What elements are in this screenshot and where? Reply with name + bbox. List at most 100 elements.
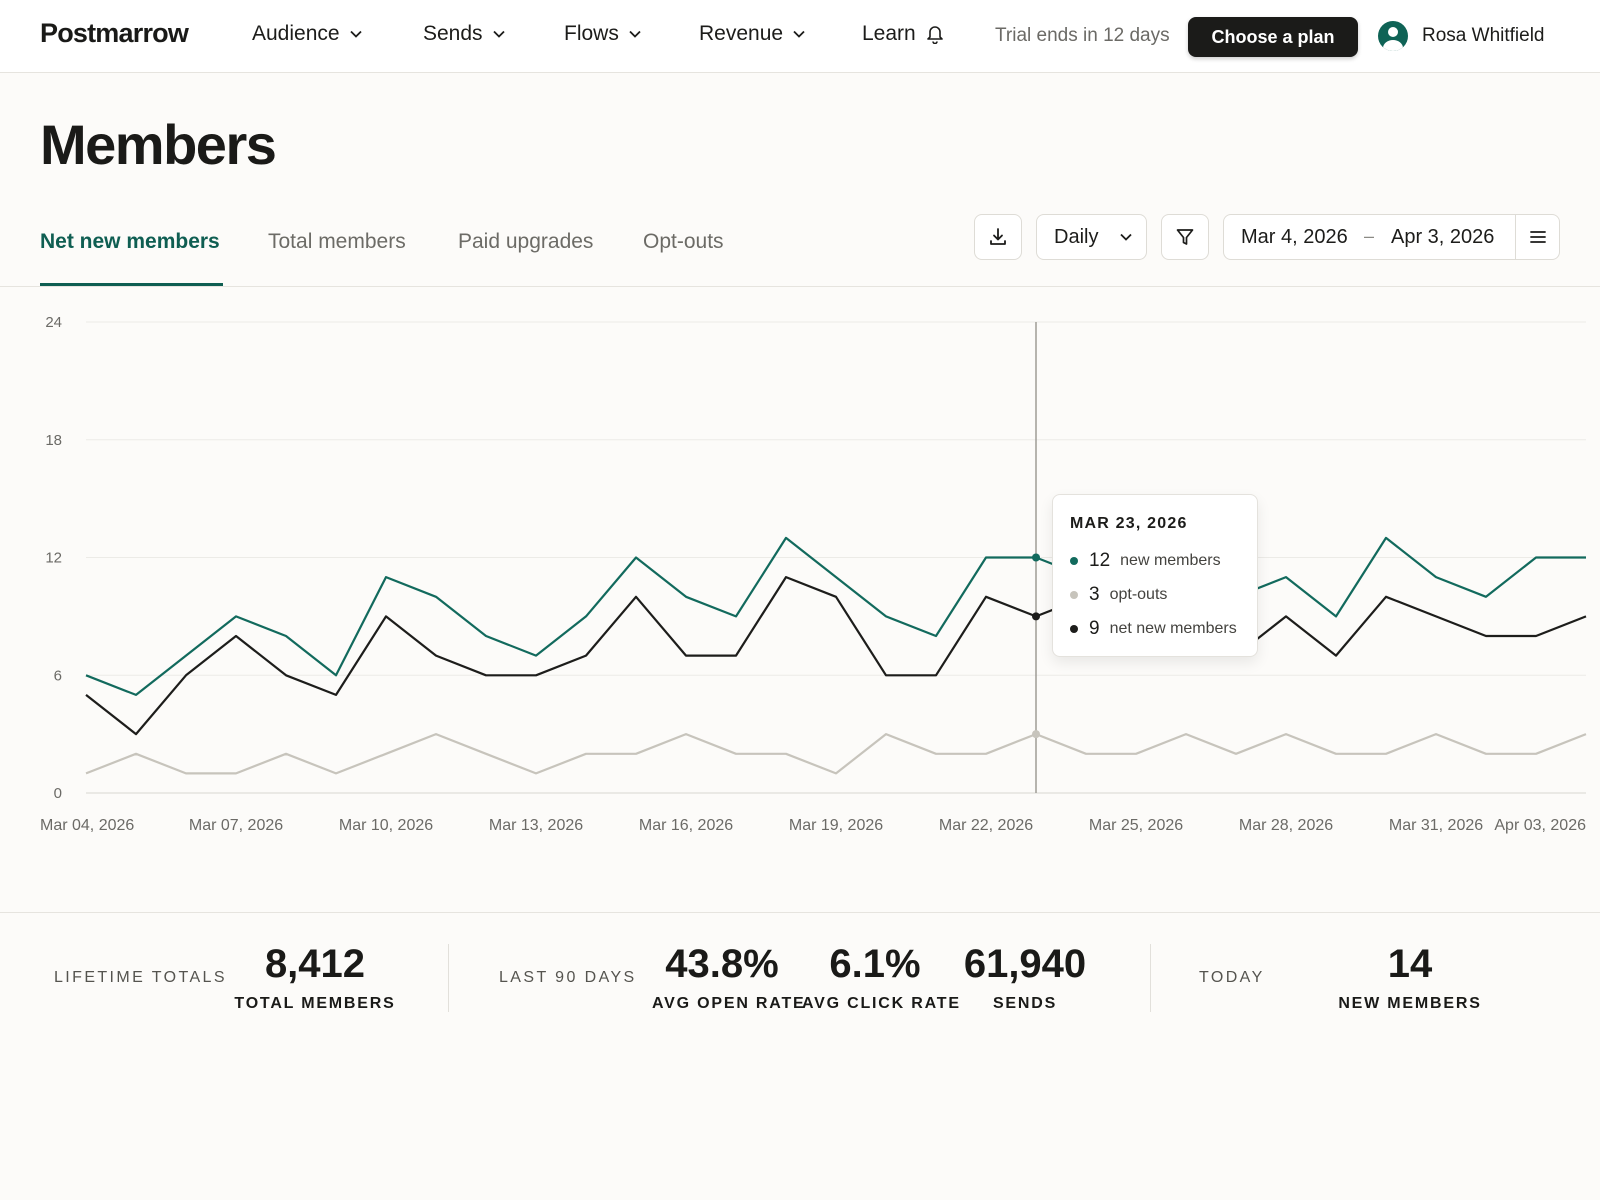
tab-opt-outs[interactable]: Opt-outs [643,230,724,253]
avatar [1378,21,1408,51]
tooltip-value: 12 [1089,550,1111,571]
members-line-chart[interactable]: 0 6 12 18 24 Mar 04, 2026 Mar 07, 2026 Mar 10,… [0,300,1600,860]
x-axis-ticks: Mar 04, 2026 Mar 07, 2026 Mar 10, 2026 Mar … [40,817,1586,834]
today-label: TODAY [1199,969,1265,986]
chevron-down-icon [492,30,505,38]
choose-plan-button[interactable]: Choose a plan [1188,17,1358,57]
y-tick-label: 6 [54,667,62,684]
avg-open-rate-label: AVG OPEN RATE [652,995,806,1012]
x-tick-label: Mar 19, 2026 [789,817,883,834]
tooltip-date: MAR 23, 2026 [1070,515,1188,532]
total-members-label: TOTAL MEMBERS [234,995,396,1012]
chart-gridlines [86,321,1586,794]
tab-total-members[interactable]: Total members [268,230,406,253]
download-icon [990,228,1006,245]
x-tick-label: Mar 28, 2026 [1239,817,1333,834]
series-line-new-members [85,536,1586,696]
y-tick-label: 12 [45,550,62,567]
tooltip-row-new-members: 12 new members [1070,550,1221,572]
nav-sends-label: Sends [423,22,483,45]
y-tick-label: 24 [45,314,62,331]
stats-separator [448,944,449,1012]
nav-flows-label: Flows [564,22,619,45]
nav-learn[interactable]: Learn [862,22,944,46]
x-tick-label: Mar 31, 2026 [1389,817,1483,834]
page-title: Members [40,113,277,176]
chevron-down-icon [793,30,805,38]
date-range-picker[interactable]: Mar 4, 2026 – Apr 3, 2026 [1223,214,1560,260]
avg-click-rate-value: 6.1% [829,942,921,986]
nav-learn-label: Learn [862,22,916,45]
user-name: Rosa Whitfield [1422,25,1545,46]
avg-open-rate-value: 43.8% [665,942,779,986]
hover-point-opt-outs [1032,730,1040,739]
bell-icon [926,26,943,44]
sends-value: 61,940 [963,942,1087,986]
y-tick-label: 18 [45,432,62,449]
tab-net-new-members[interactable]: Net new members [40,230,220,253]
tooltip-row-net-new-members: 9 net new members [1070,618,1237,640]
trial-status-text: Trial ends in 12 days [995,25,1170,46]
legend-dot-opt-outs [1070,591,1078,599]
hover-crosshair [1032,322,1040,793]
filter-button[interactable] [1161,214,1209,260]
x-tick-label: Mar 07, 2026 [189,817,283,834]
new-members-today-value: 14 [1387,942,1433,986]
total-members-value: 8,412 [264,942,366,986]
series-line-opt-outs [85,733,1587,775]
y-tick-label: 0 [54,785,62,802]
tooltip-label: net new members [1109,620,1237,637]
chart-tooltip: MAR 23, 2026 12 new members 3 opt-outs 9… [1052,494,1258,657]
user-menu[interactable]: Rosa Whitfield [1378,21,1545,51]
nav-audience[interactable]: Audience [252,22,362,46]
x-tick-label: Mar 10, 2026 [339,817,433,834]
granularity-select[interactable]: Daily [1036,214,1147,260]
tooltip-label: new members [1120,552,1221,569]
date-range-separator: – [1364,226,1375,246]
nav-sends[interactable]: Sends [423,22,505,46]
stats-divider [0,912,1600,913]
x-tick-label: Mar 25, 2026 [1089,817,1183,834]
granularity-value: Daily [1054,225,1099,248]
x-tick-label: Mar 16, 2026 [639,817,733,834]
legend-dot-net-new-members [1070,625,1078,633]
tooltip-value: 9 [1089,618,1100,639]
nav-revenue-label: Revenue [699,22,784,45]
sends-label: SENDS [992,995,1058,1012]
app-logo[interactable]: Postmarrow [40,18,189,48]
hover-point-new-members [1032,553,1040,562]
tooltip-row-opt-outs: 3 opt-outs [1070,584,1167,606]
tooltip-label: opt-outs [1109,586,1168,603]
active-tab-indicator [40,283,223,286]
top-navigation-bar: Postmarrow Audience Sends Flows Revenue … [0,0,1600,73]
chevron-down-icon [349,30,362,38]
last-90-days-label: LAST 90 DAYS [499,969,637,986]
new-members-today-label: NEW MEMBERS [1338,995,1482,1012]
date-to[interactable]: Apr 3, 2026 [1391,226,1495,248]
chart-series [85,536,1587,775]
chart-menu-button[interactable] [1516,215,1560,259]
x-tick-label: Mar 04, 2026 [40,817,134,834]
x-tick-label: Mar 13, 2026 [489,817,583,834]
date-picker-divider [1515,215,1516,259]
avg-click-rate-label: AVG CLICK RATE [802,995,961,1012]
filter-icon [1176,229,1194,245]
chevron-down-icon [629,30,641,38]
nav-flows[interactable]: Flows [564,22,641,46]
nav-revenue[interactable]: Revenue [699,22,805,46]
tabs-divider [0,286,1600,287]
tab-paid-upgrades[interactable]: Paid upgrades [458,230,594,253]
hover-point-net-new-members [1032,612,1040,621]
lifetime-totals-label: LIFETIME TOTALS [54,969,227,986]
stats-separator [1150,944,1151,1012]
tooltip-value: 3 [1089,584,1100,605]
x-tick-label: Apr 03, 2026 [1494,817,1586,834]
y-axis-ticks: 0 6 12 18 24 [45,314,62,802]
download-button[interactable] [974,214,1022,260]
chevron-down-icon [1120,233,1133,241]
legend-dot-new-members [1070,557,1078,565]
hamburger-menu-icon [1530,231,1546,243]
nav-audience-label: Audience [252,22,340,45]
series-line-net-new-members [85,576,1587,736]
date-from[interactable]: Mar 4, 2026 [1241,226,1348,248]
